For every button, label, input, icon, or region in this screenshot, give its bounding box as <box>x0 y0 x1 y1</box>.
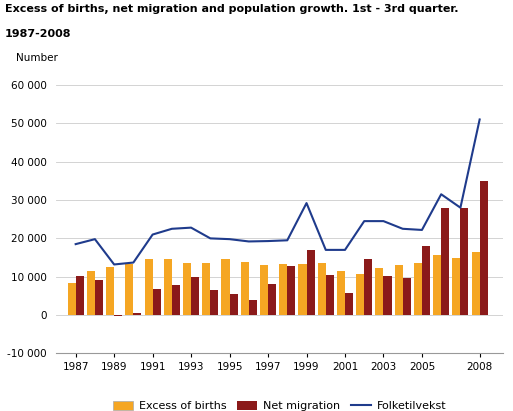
Bar <box>337 271 345 315</box>
Bar <box>210 290 219 315</box>
Bar <box>441 208 449 315</box>
Bar <box>287 266 295 315</box>
Text: 1987-2008: 1987-2008 <box>5 29 72 39</box>
Bar <box>394 265 403 315</box>
Bar <box>76 276 84 315</box>
Bar <box>268 284 276 315</box>
Bar <box>414 263 422 315</box>
Bar <box>318 263 326 315</box>
Bar <box>241 262 249 315</box>
Bar <box>307 250 314 315</box>
Bar <box>249 300 257 315</box>
Bar <box>68 283 76 315</box>
Bar <box>299 264 306 315</box>
Bar <box>153 289 161 315</box>
Bar <box>383 276 391 315</box>
Bar <box>145 259 153 315</box>
Bar <box>222 259 230 315</box>
Bar <box>133 313 142 315</box>
Bar <box>345 293 353 315</box>
Bar <box>403 277 411 315</box>
Bar <box>433 255 441 315</box>
Bar <box>229 294 238 315</box>
Bar <box>471 252 480 315</box>
Bar <box>422 246 430 315</box>
Bar <box>125 264 133 315</box>
Text: Number: Number <box>16 53 58 63</box>
Bar <box>279 264 287 315</box>
Bar <box>376 268 384 315</box>
Bar <box>87 271 95 315</box>
Text: Excess of births, net migration and population growth. 1st - 3rd quarter.: Excess of births, net migration and popu… <box>5 4 459 14</box>
Bar <box>452 259 461 315</box>
Bar <box>164 259 172 315</box>
Bar <box>172 285 180 315</box>
Bar <box>95 280 103 315</box>
Bar <box>364 259 372 315</box>
Bar <box>183 263 191 315</box>
Bar <box>202 263 210 315</box>
Bar <box>356 274 364 315</box>
Bar <box>106 267 114 315</box>
Legend: Excess of births, Net migration, Folketilvekst: Excess of births, Net migration, Folketi… <box>109 397 450 411</box>
Bar <box>191 277 199 315</box>
Bar <box>114 315 122 316</box>
Bar <box>480 181 488 315</box>
Bar <box>326 275 334 315</box>
Bar <box>260 265 268 315</box>
Bar <box>461 208 468 315</box>
